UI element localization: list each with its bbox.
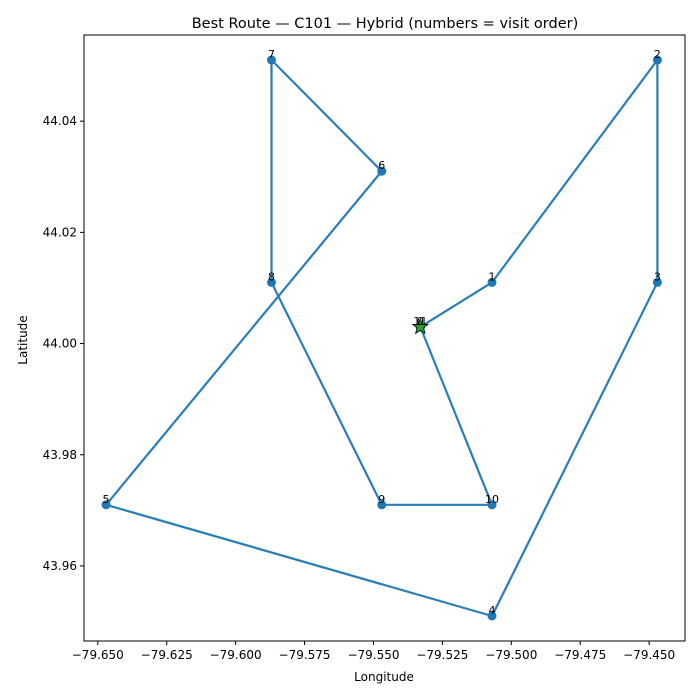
y-axis-title: Latitude bbox=[16, 315, 30, 364]
x-tick-label-1: −79.625 bbox=[141, 648, 193, 662]
route-point-8 bbox=[266, 277, 276, 287]
y-tick-label-2: 44.00 bbox=[43, 337, 77, 351]
x-tick-label-8: −79.450 bbox=[623, 648, 675, 662]
route-point-label-11: 11 bbox=[413, 315, 427, 328]
x-tick-label-6: −79.500 bbox=[485, 648, 537, 662]
route-point-label-3: 3 bbox=[654, 270, 661, 283]
y-tick-label-3: 44.02 bbox=[43, 225, 77, 239]
x-tick-label-7: −79.475 bbox=[554, 648, 606, 662]
route-point-9 bbox=[377, 500, 387, 510]
x-tick-label-5: −79.525 bbox=[416, 648, 468, 662]
route-point-label-0: 0 bbox=[417, 315, 424, 328]
y-tick-label-4: 44.04 bbox=[43, 114, 77, 128]
y-tick-label-0: 43.96 bbox=[43, 559, 77, 573]
route-point-label-9: 9 bbox=[378, 493, 385, 506]
route-line bbox=[104, 58, 659, 618]
route-point-label-1: 1 bbox=[489, 270, 496, 283]
route-point-6 bbox=[377, 166, 387, 176]
x-axis-title: Longitude bbox=[354, 670, 414, 684]
route-point-1 bbox=[487, 277, 497, 287]
route-point-label-8: 8 bbox=[268, 270, 275, 283]
x-tick-label-3: −79.575 bbox=[279, 648, 331, 662]
route-point-5 bbox=[101, 500, 111, 510]
route-point-label-7: 7 bbox=[268, 48, 275, 61]
x-tick-label-4: −79.550 bbox=[347, 648, 399, 662]
route-point-3 bbox=[652, 277, 662, 287]
route-point-2 bbox=[652, 55, 662, 65]
route-point-label-2: 2 bbox=[654, 48, 661, 61]
axes-frame bbox=[83, 34, 686, 642]
x-tick-label-2: −79.600 bbox=[210, 648, 262, 662]
route-point-label-10: 10 bbox=[485, 493, 499, 506]
route-point-label-5: 5 bbox=[103, 493, 110, 506]
route-point-10 bbox=[487, 500, 497, 510]
route-point-7 bbox=[266, 55, 276, 65]
route-point-label-4: 4 bbox=[489, 604, 496, 617]
route-point-label-6: 6 bbox=[378, 159, 385, 172]
chart-title: Best Route — C101 — Hybrid (numbers = vi… bbox=[192, 16, 579, 32]
y-tick-label-1: 43.98 bbox=[43, 448, 77, 462]
route-point-4 bbox=[487, 611, 497, 621]
x-tick-label-0: −79.650 bbox=[72, 648, 124, 662]
depot-star-icon bbox=[411, 317, 429, 335]
plot-area: 0 1 2 3 4 5 6 7 8 9 10 11 −79.650 −79.625 −79.600 −79.5… bbox=[43, 34, 686, 662]
